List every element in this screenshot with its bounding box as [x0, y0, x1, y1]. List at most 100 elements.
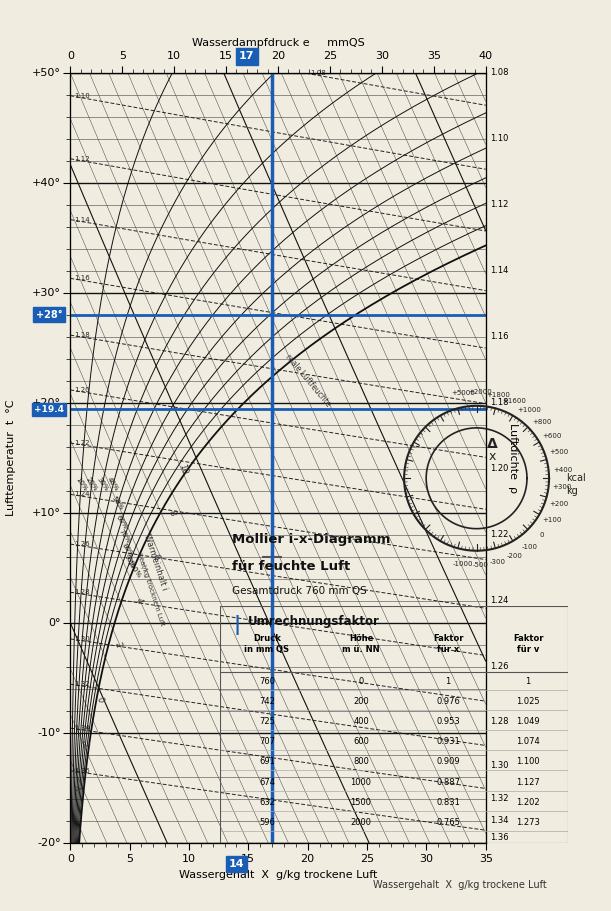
Text: 0.953: 0.953 — [436, 717, 460, 726]
Text: -2: -2 — [79, 739, 90, 749]
Text: kcal/kg trocknem Luft: kcal/kg trocknem Luft — [136, 553, 166, 627]
Text: 14: 14 — [229, 859, 244, 869]
Text: 1.14: 1.14 — [74, 217, 89, 222]
Text: 1.14: 1.14 — [490, 266, 508, 275]
Text: 742: 742 — [259, 697, 275, 706]
X-axis label: Wasserdampfdruck e     mmQS: Wasserdampfdruck e mmQS — [192, 37, 364, 47]
Text: 1.12: 1.12 — [74, 156, 89, 162]
Text: Gesamtdruck 760 mm QS: Gesamtdruck 760 mm QS — [232, 586, 367, 596]
Text: -500: -500 — [473, 561, 489, 568]
Text: 1.16: 1.16 — [490, 333, 508, 342]
Text: -1000: -1000 — [453, 560, 474, 567]
Text: 1.08: 1.08 — [310, 70, 326, 77]
Text: 10%: 10% — [74, 476, 88, 492]
Text: 1.10: 1.10 — [74, 93, 90, 98]
Text: 0.976: 0.976 — [436, 697, 460, 706]
Text: 1.26: 1.26 — [490, 662, 508, 671]
Text: +28°: +28° — [35, 310, 62, 320]
Text: 1.18: 1.18 — [490, 398, 508, 407]
Text: 1.273: 1.273 — [516, 818, 540, 827]
Text: 1.22: 1.22 — [74, 440, 89, 446]
Text: Mollier i-x-Diagramm: Mollier i-x-Diagramm — [232, 533, 390, 546]
Text: +800: +800 — [532, 419, 552, 425]
Text: 707: 707 — [259, 737, 275, 746]
Text: 596: 596 — [259, 818, 275, 827]
Text: 674: 674 — [259, 777, 275, 786]
Text: -300: -300 — [490, 559, 506, 565]
Text: -20°: -20° — [37, 838, 60, 847]
Text: +2000: +2000 — [469, 389, 492, 395]
Text: kcal: kcal — [566, 474, 586, 483]
Text: 8: 8 — [166, 509, 177, 517]
Text: +200: +200 — [549, 501, 569, 507]
Text: +40°: +40° — [32, 178, 60, 188]
Text: 725: 725 — [259, 717, 275, 726]
Text: 0.765: 0.765 — [436, 818, 460, 827]
Text: Luftdichte  ρ: Luftdichte ρ — [508, 423, 518, 493]
Text: 1.30: 1.30 — [490, 762, 508, 770]
Text: 70%: 70% — [118, 528, 131, 545]
Text: 4: 4 — [134, 597, 144, 605]
Text: 1.20: 1.20 — [74, 387, 89, 393]
Text: 0.931: 0.931 — [436, 737, 460, 746]
Text: 400: 400 — [353, 717, 369, 726]
Text: 0: 0 — [540, 532, 544, 537]
Text: -100: -100 — [521, 544, 537, 549]
Text: 0°: 0° — [48, 618, 60, 628]
Text: 1000: 1000 — [351, 777, 371, 786]
Text: Δ: Δ — [487, 436, 498, 451]
Text: 0.887: 0.887 — [436, 777, 460, 786]
Text: 100%: 100% — [125, 559, 142, 579]
Text: -4: -4 — [70, 783, 81, 793]
Text: +500: +500 — [549, 449, 569, 456]
Text: 691: 691 — [259, 757, 275, 766]
Text: +600: +600 — [543, 434, 562, 439]
Text: 1.025: 1.025 — [516, 697, 540, 706]
Text: 20%: 20% — [85, 476, 98, 492]
Text: 1.32: 1.32 — [74, 681, 89, 687]
Text: 1.26: 1.26 — [74, 541, 89, 548]
Text: -200: -200 — [507, 553, 522, 559]
Text: 600: 600 — [353, 737, 369, 746]
Text: 1.28: 1.28 — [490, 717, 508, 726]
Text: +30°: +30° — [32, 288, 60, 298]
Text: 0: 0 — [95, 696, 105, 703]
Text: 1.10: 1.10 — [490, 134, 508, 143]
Text: 1.202: 1.202 — [516, 798, 540, 806]
Text: x: x — [489, 450, 496, 463]
Text: 80%: 80% — [120, 542, 134, 558]
Text: kg: kg — [566, 486, 578, 496]
Text: +20°: +20° — [32, 398, 60, 408]
Text: Wärmeinhalt i: Wärmeinhalt i — [142, 533, 169, 591]
Text: 1.18: 1.18 — [74, 333, 90, 338]
Text: 1.24: 1.24 — [74, 491, 89, 497]
Text: 6: 6 — [151, 553, 161, 560]
Text: 1.36: 1.36 — [74, 768, 90, 773]
Text: 1: 1 — [525, 677, 531, 686]
Text: 90%: 90% — [123, 553, 137, 569]
Text: 10: 10 — [177, 463, 189, 476]
Text: 1.08: 1.08 — [490, 68, 508, 77]
Text: Druck
in mm QS: Druck in mm QS — [244, 634, 290, 653]
Text: 60%: 60% — [114, 515, 128, 530]
Text: +400: +400 — [553, 466, 572, 473]
Text: 0.831: 0.831 — [436, 798, 460, 806]
Text: 2: 2 — [112, 640, 123, 649]
Text: Umrechnungsfaktor: Umrechnungsfaktor — [247, 615, 379, 628]
Text: 632: 632 — [259, 798, 275, 806]
Text: 1.20: 1.20 — [490, 465, 508, 474]
Text: 1.074: 1.074 — [516, 737, 540, 746]
Text: 1.28: 1.28 — [74, 589, 89, 595]
Text: für feuchte Luft: für feuchte Luft — [232, 560, 351, 573]
Text: 800: 800 — [353, 757, 369, 766]
Text: 30%: 30% — [95, 476, 109, 492]
Text: 200: 200 — [353, 697, 369, 706]
Text: 760: 760 — [259, 677, 275, 686]
Text: 1.24: 1.24 — [490, 596, 508, 605]
Text: Faktor
für x: Faktor für x — [433, 634, 463, 653]
Text: 1.12: 1.12 — [490, 200, 508, 210]
Text: 0: 0 — [359, 677, 364, 686]
Text: +50°: +50° — [32, 68, 60, 77]
Text: 2000: 2000 — [351, 818, 371, 827]
Text: Höhe
m ü. NN: Höhe m ü. NN — [342, 634, 380, 653]
